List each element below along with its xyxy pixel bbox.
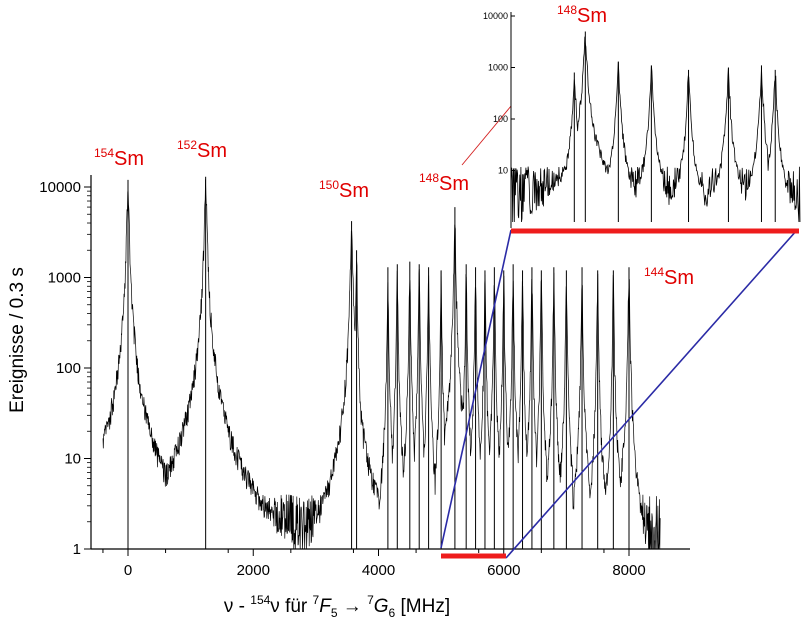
main-y-ticks: 1 10 100 1000 10000 <box>39 179 91 558</box>
inset-background <box>511 12 800 228</box>
y-tick-label-10000: 10000 <box>39 179 81 196</box>
x-tick-label-0: 0 <box>124 562 132 579</box>
label-148sm-element: Sm <box>439 173 469 195</box>
label-150sm-element: Sm <box>339 180 369 202</box>
x-label-arrow: → <box>338 596 368 617</box>
inset-y-tick-label-100: 100 <box>493 114 508 124</box>
x-label-sub-6: 6 <box>389 606 396 619</box>
y-axis-label: Ereignisse / 0.3 s <box>7 267 28 413</box>
inset-trace-line <box>510 36 801 223</box>
inset-y-tick-label-10000: 10000 <box>483 11 508 21</box>
label-152sm-element: Sm <box>197 140 227 162</box>
x-label-term-F: F <box>319 596 332 617</box>
main-x-ticks: 0 2000 4000 6000 8000 <box>102 549 646 579</box>
label-148sm-inset: 148Sm <box>557 3 607 27</box>
label-150sm-mass: 150 <box>319 178 339 192</box>
label-144sm-element: Sm <box>664 267 694 289</box>
main-spectrum-trace <box>102 176 661 550</box>
y-tick-label-1: 1 <box>73 541 81 558</box>
x-tick-label-4000: 4000 <box>362 562 395 579</box>
x-label-part-fuer: ν für <box>270 596 312 617</box>
label-154sm-mass: 154 <box>94 146 114 160</box>
y-tick-label-10: 10 <box>64 451 81 468</box>
x-tick-label-8000: 8000 <box>612 562 645 579</box>
label-148sm: 148Sm <box>419 171 469 195</box>
y-tick-label-1000: 1000 <box>48 270 81 287</box>
inset-y-tick-label-10: 10 <box>498 166 508 176</box>
x-label-part-nu: ν - <box>224 596 250 617</box>
x-label-term-G: G <box>374 596 389 617</box>
label-152sm-mass: 152 <box>177 138 197 152</box>
inset-axes: 10 100 1000 10000 <box>483 11 801 228</box>
label-148sm-mass: 148 <box>419 171 439 185</box>
isotope-labels: 154Sm 152Sm 150Sm 148Sm 144Sm 148Sm <box>94 3 694 289</box>
label-148sm-inset-mass: 148 <box>557 3 577 17</box>
x-label-sup-7a: 7 <box>313 593 320 607</box>
x-tick-label-2000: 2000 <box>237 562 270 579</box>
zoom-line-right <box>505 229 798 559</box>
x-label-unit: [MHz] <box>395 596 450 617</box>
main-axes: 0 2000 4000 6000 8000 1 10 100 1000 10000 <box>39 175 690 579</box>
inset-y-tick-label-1000: 1000 <box>488 63 508 73</box>
y-tick-label-100: 100 <box>56 360 81 377</box>
x-label-sup-154: 154 <box>250 593 270 607</box>
label-144sm: 144Sm <box>644 265 694 289</box>
label-152sm: 152Sm <box>177 138 227 162</box>
label-154sm: 154Sm <box>94 146 144 170</box>
label-144sm-mass: 144 <box>644 265 664 279</box>
x-axis-label: ν - 154ν für 7F5 → 7G6 [MHz] <box>224 593 450 619</box>
label-154sm-element: Sm <box>114 148 144 170</box>
label-150sm: 150Sm <box>319 178 369 202</box>
x-label-sub-5: 5 <box>331 606 338 619</box>
label-148sm-inset-element: Sm <box>577 5 607 27</box>
x-tick-label-6000: 6000 <box>487 562 520 579</box>
zoom-indicator <box>440 45 799 559</box>
inset-spectrum-trace <box>510 31 801 223</box>
inset-y-ticks: 10 100 1000 10000 <box>483 11 515 176</box>
main-trace-line <box>102 179 661 550</box>
x-label-sup-7b: 7 <box>367 593 374 607</box>
zoom-line-left <box>440 229 512 549</box>
